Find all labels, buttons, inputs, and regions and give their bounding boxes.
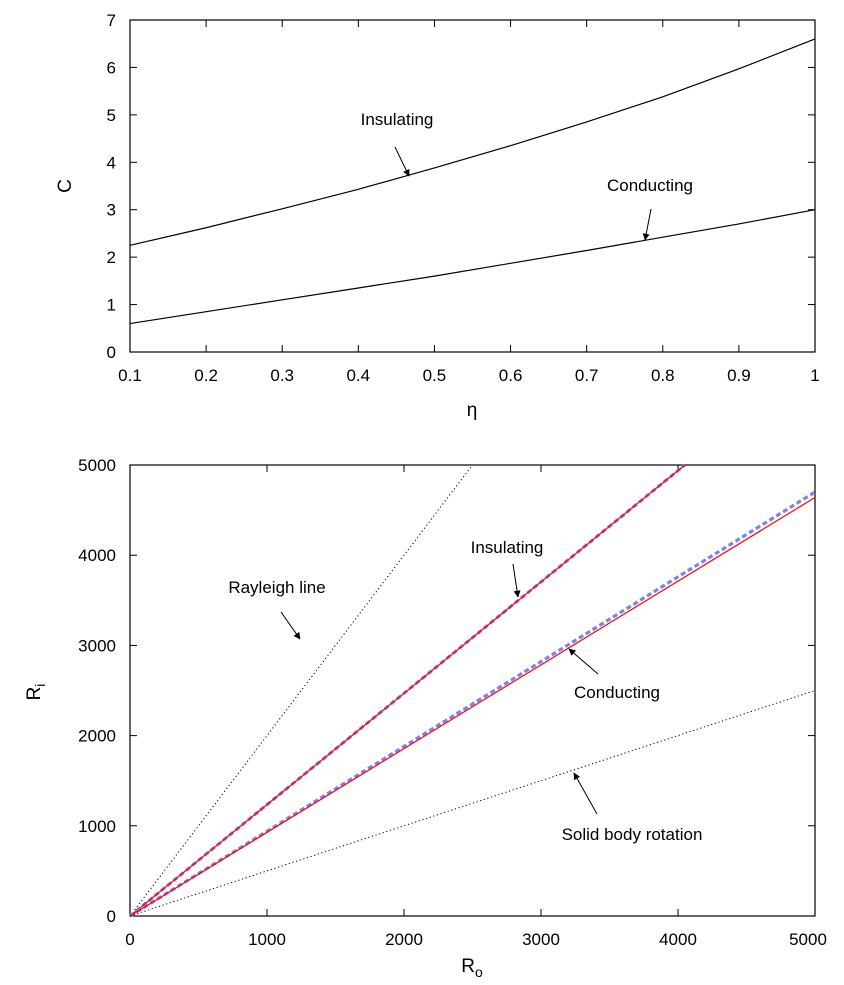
annotation-arrow xyxy=(568,648,599,675)
x-tick-labels: 0 1000 2000 3000 4000 5000 xyxy=(125,930,827,949)
annotation-arrow xyxy=(394,146,410,177)
annotation-arrow xyxy=(642,208,652,241)
x-tick-label: 0.7 xyxy=(575,366,599,385)
series-group xyxy=(128,463,816,918)
chart-eta-vs-c: 0 1 2 3 4 5 6 7 0.1 0.2 0.3 0.4 0.5 0.6 … xyxy=(55,11,820,421)
annotation-arrow xyxy=(512,563,521,598)
annotation-label: Insulating xyxy=(361,110,434,129)
x-tick-label: 0.4 xyxy=(346,366,370,385)
plot-frame xyxy=(129,19,816,353)
x-tick-label: 0.2 xyxy=(194,366,218,385)
x-tick-label: 0.1 xyxy=(118,366,142,385)
x-tick-label: 0.9 xyxy=(727,366,751,385)
y-tick-label: 2 xyxy=(107,248,116,267)
y-tick-label: 3 xyxy=(107,201,116,220)
y-tick-label: 4000 xyxy=(78,546,116,565)
y-tick-label: 7 xyxy=(107,11,116,30)
y-tick-label: 0 xyxy=(107,907,116,926)
y-tick-label: 0 xyxy=(107,343,116,362)
y-tick-labels: 0 1000 2000 3000 4000 5000 xyxy=(78,456,116,926)
series-line-insulating xyxy=(129,38,816,246)
x-axis-title-main: R xyxy=(461,956,475,977)
tick-marks xyxy=(129,464,816,917)
series-line-conducting xyxy=(129,490,816,918)
x-tick-label: 0.6 xyxy=(499,366,523,385)
annotation-arrow xyxy=(573,772,598,815)
x-tick-label: 0.5 xyxy=(423,366,447,385)
x-tick-label: 5000 xyxy=(789,930,827,949)
y-tick-label: 5000 xyxy=(78,456,116,475)
y-axis-title: C xyxy=(55,179,76,193)
y-axis-title: Ri xyxy=(24,684,48,701)
annotation-label: Conducting xyxy=(607,176,693,195)
x-tick-labels: 0.1 0.2 0.3 0.4 0.5 0.6 0.7 0.8 0.9 1 xyxy=(118,366,820,385)
x-axis-title: η xyxy=(467,400,478,421)
y-tick-label: 1 xyxy=(107,296,116,315)
x-tick-label: 0.3 xyxy=(270,366,294,385)
annotation-label: Insulating xyxy=(471,538,544,557)
x-tick-label: 1 xyxy=(810,366,819,385)
y-tick-label: 5 xyxy=(107,106,116,125)
annotation-label: Solid body rotation xyxy=(562,825,703,844)
x-tick-label: 4000 xyxy=(659,930,697,949)
y-tick-label: 2000 xyxy=(78,727,116,746)
x-tick-label: 2000 xyxy=(385,930,423,949)
annotation-arrow xyxy=(280,611,301,640)
x-tick-label: 0 xyxy=(125,930,134,949)
x-tick-label: 0.8 xyxy=(651,366,675,385)
series-line-solid-body-rotation xyxy=(129,690,816,917)
y-axis-title-main: R xyxy=(24,687,45,701)
y-tick-label: 3000 xyxy=(78,636,116,655)
x-tick-label: 3000 xyxy=(522,930,560,949)
y-tick-label: 6 xyxy=(107,58,116,77)
series-line-conducting xyxy=(129,496,816,917)
y-tick-label: 1000 xyxy=(78,817,116,836)
chart-ro-vs-ri: 0 1000 2000 3000 4000 5000 0 1000 2000 3… xyxy=(24,456,827,980)
series-group xyxy=(129,38,816,325)
y-axis-title-sub: i xyxy=(32,684,48,687)
annotation-label: Conducting xyxy=(574,683,660,702)
y-tick-label: 4 xyxy=(107,153,116,172)
y-tick-labels: 0 1 2 3 4 5 6 7 xyxy=(107,11,116,362)
series-line-conducting xyxy=(129,209,816,325)
series-line-insulating xyxy=(129,464,686,917)
series-line-rayleigh-line xyxy=(129,464,473,917)
x-axis-title-sub: o xyxy=(475,964,483,980)
plot-frame xyxy=(129,464,816,917)
tick-marks xyxy=(129,19,816,353)
x-tick-label: 1000 xyxy=(248,930,286,949)
x-axis-title: Ro xyxy=(461,956,483,980)
annotation-label: Rayleigh line xyxy=(228,578,325,597)
